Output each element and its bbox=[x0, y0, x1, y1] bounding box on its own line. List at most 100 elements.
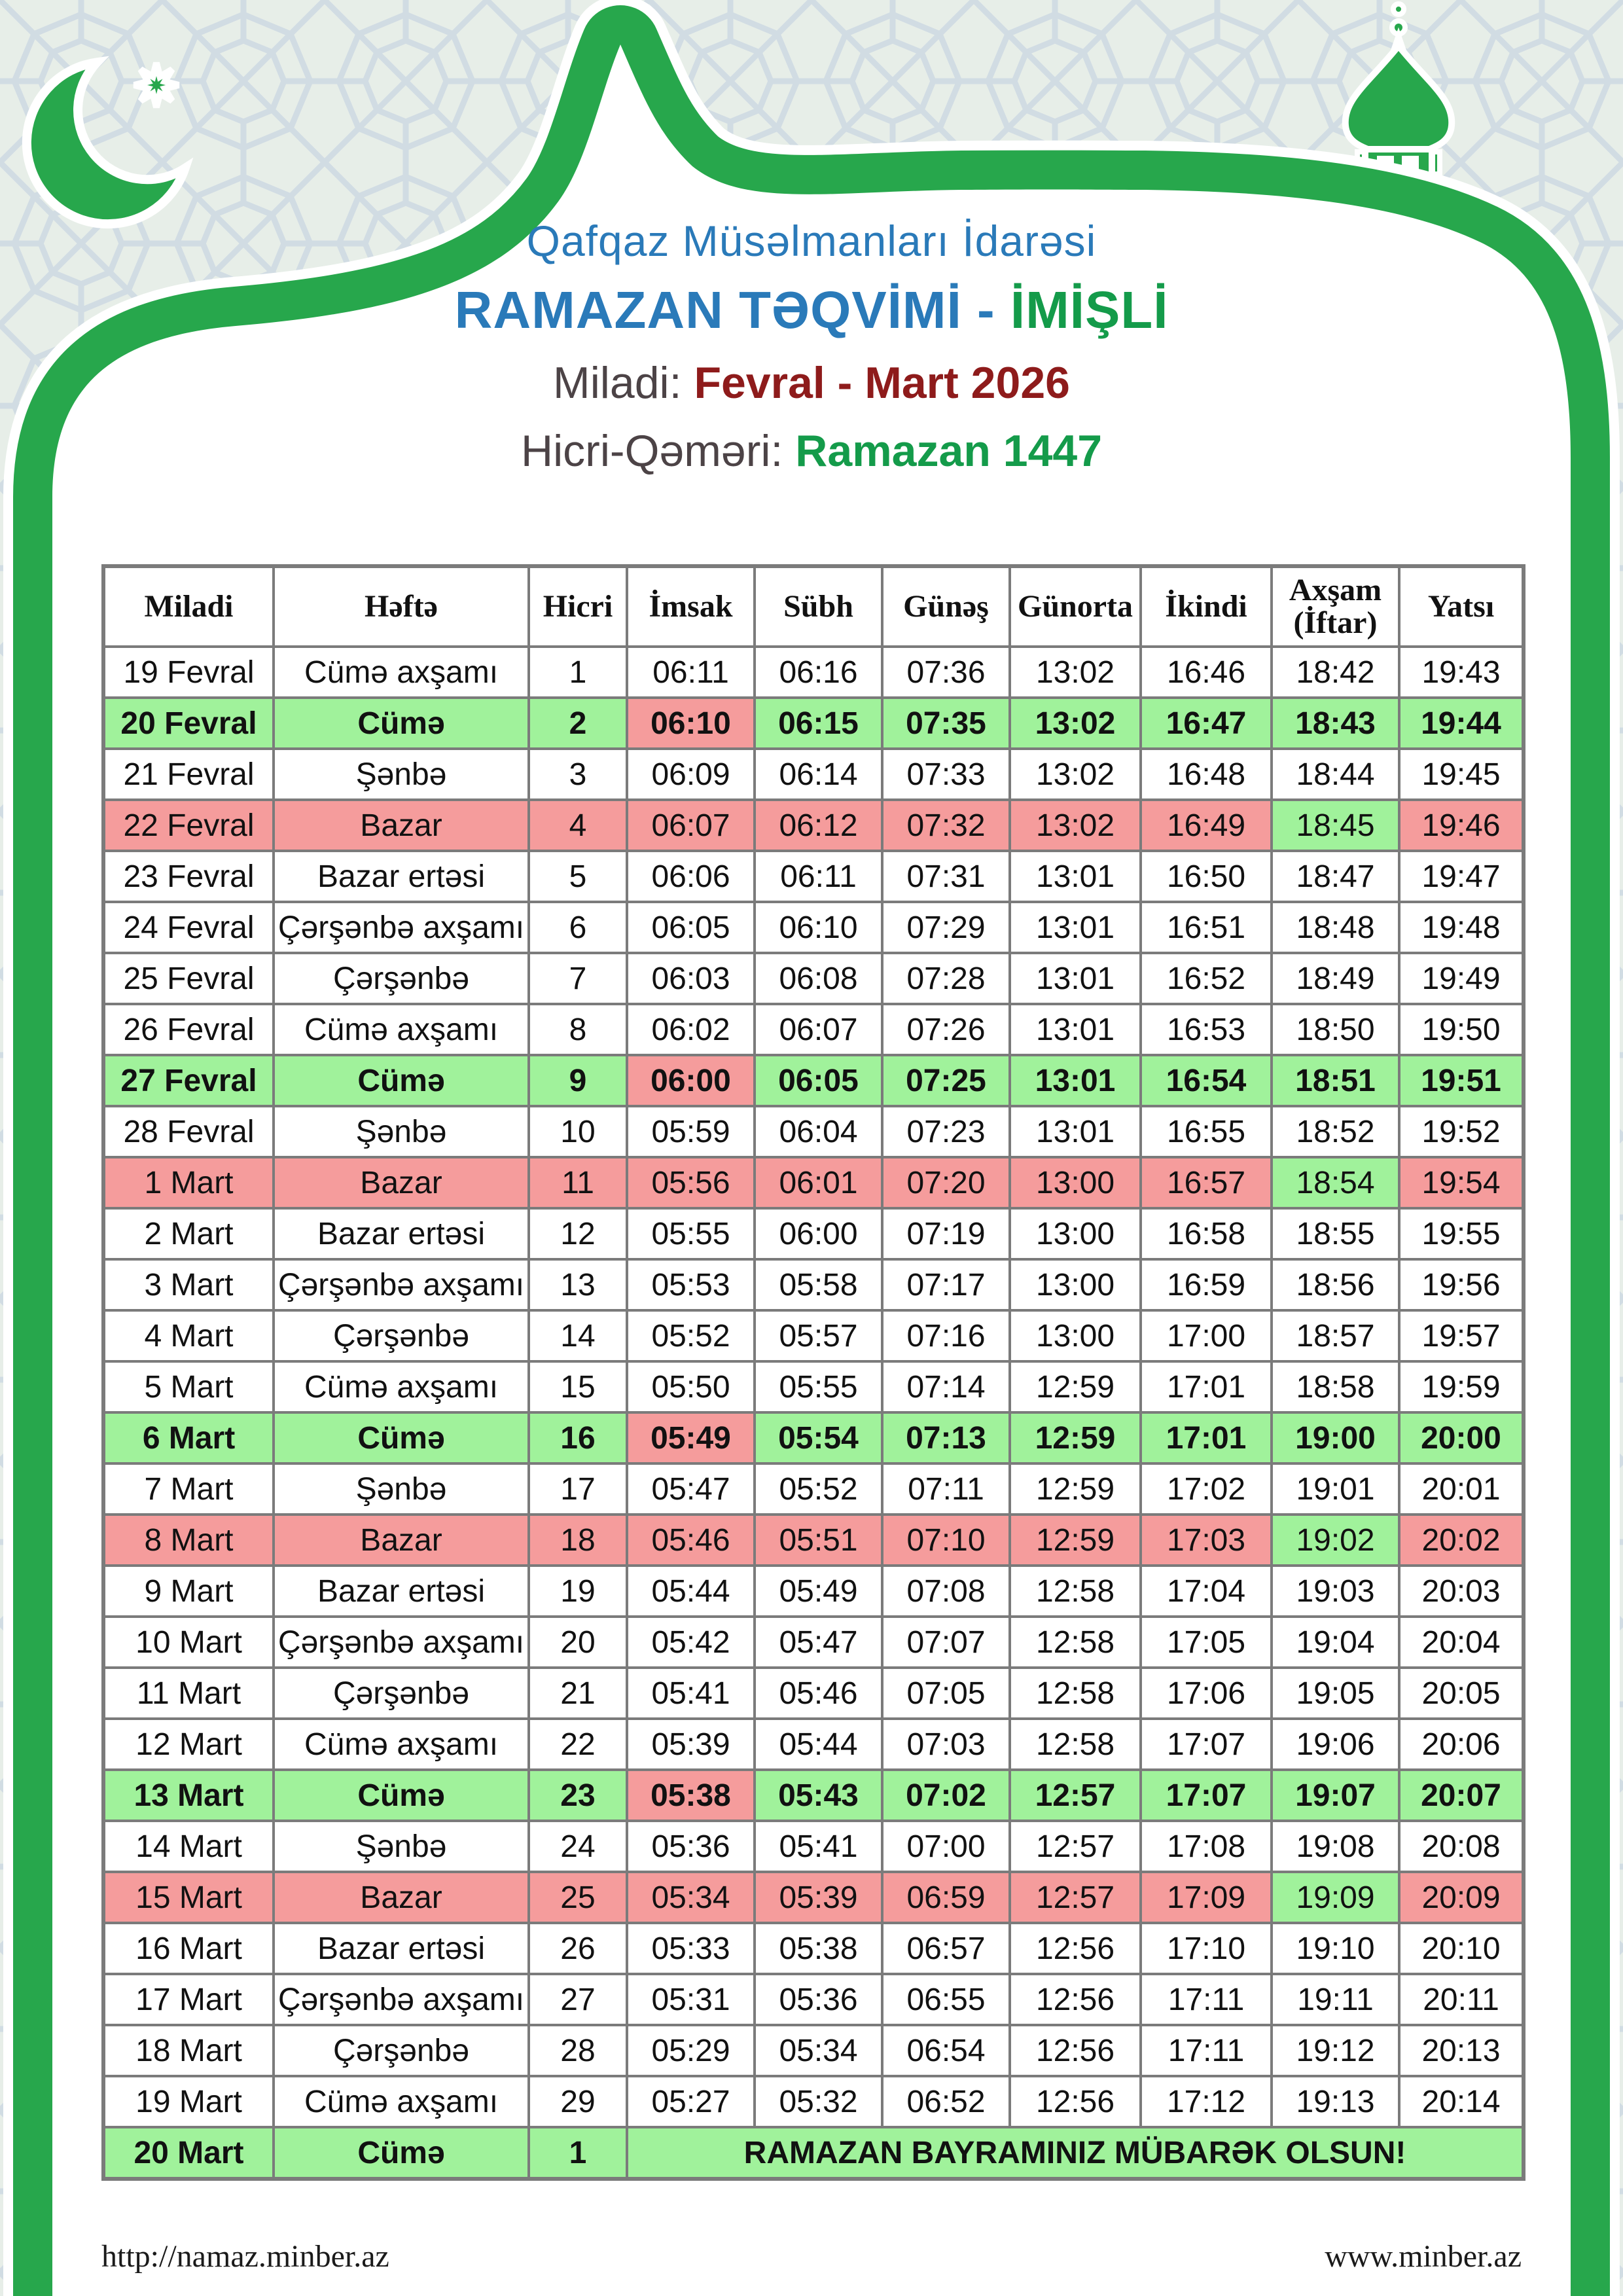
cell-subh: 05:49 bbox=[753, 1564, 883, 1618]
cell-gunorta: 13:02 bbox=[1008, 747, 1142, 801]
cell-yatsi: 20:06 bbox=[1398, 1717, 1525, 1771]
cell-imsak: 05:55 bbox=[626, 1207, 756, 1261]
cell-axsam: 18:56 bbox=[1270, 1258, 1400, 1312]
cell-gunes: 06:54 bbox=[881, 2024, 1011, 2077]
cell-yatsi: 19:45 bbox=[1398, 747, 1525, 801]
cell-hefte: Bazar bbox=[272, 1513, 530, 1567]
cell-subh: 05:58 bbox=[753, 1258, 883, 1312]
cell-imsak: 05:33 bbox=[626, 1922, 756, 1975]
cell-hefte: Cümə axşamı bbox=[272, 1003, 530, 1056]
table-row: 21 Fevral Şənbə 3 06:09 06:14 07:33 13:02 16:48… bbox=[102, 747, 1525, 801]
cell-hefte: Cümə bbox=[272, 696, 530, 750]
cell-ikindi: 16:55 bbox=[1139, 1105, 1273, 1158]
cell-yatsi: 19:59 bbox=[1398, 1360, 1525, 1414]
cell-yatsi: 20:09 bbox=[1398, 1871, 1525, 1924]
cell-axsam: 18:43 bbox=[1270, 696, 1400, 750]
cell-hefte: Cümə bbox=[272, 1768, 530, 1822]
cell-ikindi: 17:11 bbox=[1139, 1973, 1273, 2026]
cell-yatsi: 19:52 bbox=[1398, 1105, 1525, 1158]
cell-gunorta: 13:02 bbox=[1008, 696, 1142, 750]
table-row: 4 Mart Çərşənbə 14 05:52 05:57 07:16 13:00 17:0… bbox=[102, 1309, 1525, 1363]
cell-subh: 06:14 bbox=[753, 747, 883, 801]
cell-hefte: Cümə bbox=[272, 1054, 530, 1107]
cell-gunorta: 13:02 bbox=[1008, 645, 1142, 699]
table-row: 1 Mart Bazar 11 05:56 06:01 07:20 13:00 16:57 18… bbox=[102, 1156, 1525, 1210]
cell-ikindi: 16:51 bbox=[1139, 901, 1273, 954]
cell-gunes: 06:52 bbox=[881, 2075, 1011, 2128]
cell-gunes: 07:16 bbox=[881, 1309, 1011, 1363]
cell-yatsi: 20:10 bbox=[1398, 1922, 1525, 1975]
column-header-ikindi: İkindi bbox=[1139, 565, 1273, 648]
cell-gunorta: 12:58 bbox=[1008, 1717, 1142, 1771]
cell-miladi: 19 Mart bbox=[102, 2075, 275, 2128]
city-name: İMİŞLİ bbox=[1010, 281, 1169, 339]
cell-hefte: Bazar ertəsi bbox=[272, 1207, 530, 1261]
miladi-line: Miladi: Fevral - Mart 2026 bbox=[72, 357, 1551, 408]
cell-hicri: 5 bbox=[527, 850, 628, 903]
column-header-hefte: Həftə bbox=[272, 565, 530, 648]
cell-miladi: 28 Fevral bbox=[102, 1105, 275, 1158]
cell-gunes: 07:03 bbox=[881, 1717, 1011, 1771]
prayer-times-table: Miladi Həftə Hicri İmsak Sübh Günəş Güno… bbox=[101, 564, 1525, 2181]
cell-gunorta: 12:57 bbox=[1008, 1768, 1142, 1822]
cell-hefte: Cümə bbox=[272, 1411, 530, 1465]
cell-imsak: 05:41 bbox=[626, 1666, 756, 1720]
cell-hicri: 15 bbox=[527, 1360, 628, 1414]
cell-miladi: 10 Mart bbox=[102, 1615, 275, 1669]
cell-ikindi: 17:10 bbox=[1139, 1922, 1273, 1975]
cell-axsam: 18:42 bbox=[1270, 645, 1400, 699]
table-row: 13 Mart Cümə 23 05:38 05:43 07:02 12:57 17:07 19… bbox=[102, 1768, 1525, 1822]
cell-yatsi: 20:14 bbox=[1398, 2075, 1525, 2128]
cell-gunorta: 13:00 bbox=[1008, 1207, 1142, 1261]
cell-axsam: 18:47 bbox=[1270, 850, 1400, 903]
table-row: 2 Mart Bazar ertəsi 12 05:55 06:00 07:19 13:00… bbox=[102, 1207, 1525, 1261]
table-row: 7 Mart Şənbə 17 05:47 05:52 07:11 12:59 17:02 19… bbox=[102, 1462, 1525, 1516]
cell-axsam: 19:10 bbox=[1270, 1922, 1400, 1975]
cell-subh: 05:46 bbox=[753, 1666, 883, 1720]
cell-hicri: 1 bbox=[527, 2126, 628, 2180]
footer-right-url: www.minber.az bbox=[1325, 2239, 1522, 2274]
cell-gunorta: 12:58 bbox=[1008, 1615, 1142, 1669]
cell-miladi: 23 Fevral bbox=[102, 850, 275, 903]
cell-gunorta: 13:01 bbox=[1008, 850, 1142, 903]
cell-subh: 05:52 bbox=[753, 1462, 883, 1516]
cell-imsak: 05:46 bbox=[626, 1513, 756, 1567]
cell-miladi: 2 Mart bbox=[102, 1207, 275, 1261]
cell-subh: 05:41 bbox=[753, 1820, 883, 1873]
cell-hicri: 3 bbox=[527, 747, 628, 801]
cell-hicri: 18 bbox=[527, 1513, 628, 1567]
cell-hicri: 27 bbox=[527, 1973, 628, 2026]
cell-miladi: 3 Mart bbox=[102, 1258, 275, 1312]
cell-axsam: 18:55 bbox=[1270, 1207, 1400, 1261]
cell-imsak: 05:52 bbox=[626, 1309, 756, 1363]
cell-gunes: 07:02 bbox=[881, 1768, 1011, 1822]
cell-hicri: 23 bbox=[527, 1768, 628, 1822]
cell-subh: 06:15 bbox=[753, 696, 883, 750]
cell-hefte: Çərşənbə bbox=[272, 1666, 530, 1720]
cell-subh: 05:57 bbox=[753, 1309, 883, 1363]
cell-hicri: 4 bbox=[527, 798, 628, 852]
cell-gunes: 07:13 bbox=[881, 1411, 1011, 1465]
table-row: 10 Mart Çərşənbə axşamı 20 05:42 05:47 07:07 1… bbox=[102, 1615, 1525, 1669]
table-row: 3 Mart Çərşənbə axşamı 13 05:53 05:58 07:17 13… bbox=[102, 1258, 1525, 1312]
cell-axsam: 19:07 bbox=[1270, 1768, 1400, 1822]
cell-ikindi: 17:07 bbox=[1139, 1717, 1273, 1771]
cell-imsak: 05:50 bbox=[626, 1360, 756, 1414]
cell-gunes: 07:29 bbox=[881, 901, 1011, 954]
cell-axsam: 18:45 bbox=[1270, 798, 1400, 852]
cell-yatsi: 19:51 bbox=[1398, 1054, 1525, 1107]
cell-gunes: 07:17 bbox=[881, 1258, 1011, 1312]
table-header-row: Miladi Həftə Hicri İmsak Sübh Günəş Güno… bbox=[102, 565, 1525, 648]
cell-subh: 05:47 bbox=[753, 1615, 883, 1669]
cell-gunorta: 13:00 bbox=[1008, 1309, 1142, 1363]
cell-hicri: 8 bbox=[527, 1003, 628, 1056]
cell-gunes: 07:25 bbox=[881, 1054, 1011, 1107]
cell-gunes: 07:00 bbox=[881, 1820, 1011, 1873]
cell-gunorta: 12:56 bbox=[1008, 2075, 1142, 2128]
organization-title: Qafqaz Müsəlmanları İdarəsi bbox=[526, 217, 1097, 265]
table-row: 8 Mart Bazar 18 05:46 05:51 07:10 12:59 17:03 19… bbox=[102, 1513, 1525, 1567]
cell-axsam: 18:48 bbox=[1270, 901, 1400, 954]
cell-axsam: 19:12 bbox=[1270, 2024, 1400, 2077]
cell-hicri: 13 bbox=[527, 1258, 628, 1312]
